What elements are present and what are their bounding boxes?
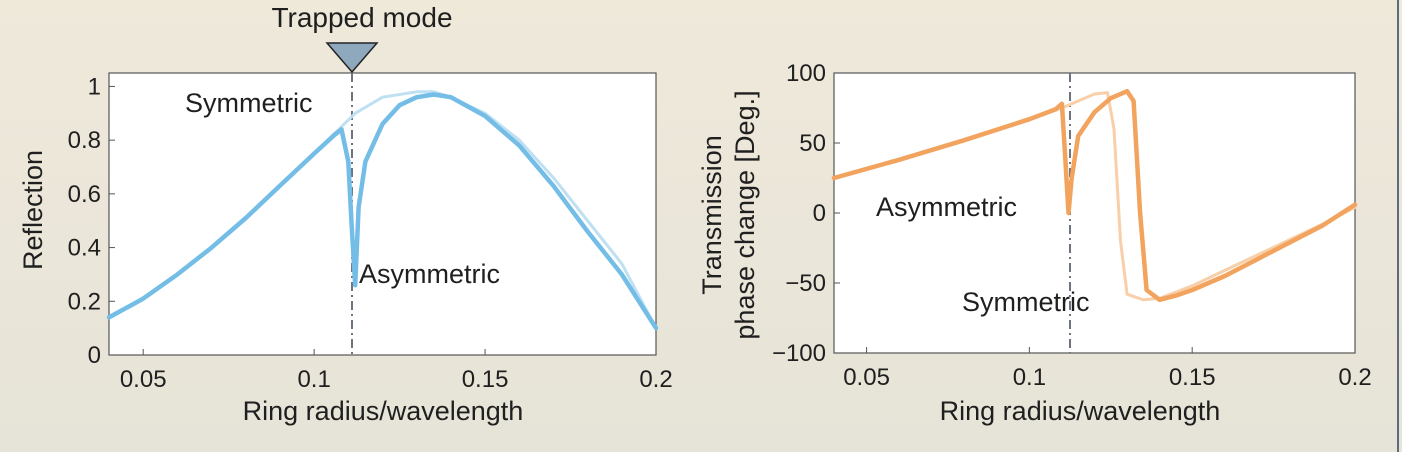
reflection-y-tick-label: 0.8 <box>68 127 101 154</box>
phase-y-tick-label: 100 <box>786 60 826 87</box>
reflection-x-axis-label: Ring radius/wavelength <box>243 396 524 426</box>
reflection-chart: 0.05 0.1 0.15 0.2 0 0.2 0.4 0.6 0.8 1 Ring radiu… <box>18 2 673 426</box>
phase-line-asymmetric <box>831 88 1358 303</box>
phase-x-tick-label: 0.2 <box>1338 364 1371 391</box>
reflection-y-ticks: 0 0.2 0.4 0.6 0.8 1 <box>68 73 115 369</box>
frame-edge <box>1397 0 1399 452</box>
reflection-y-axis-label: Reflection <box>18 150 48 270</box>
reflection-y-tick-label: 1 <box>88 73 101 100</box>
reflection-x-tick-label: 0.15 <box>462 366 509 393</box>
reflection-x-tick-label: 0.2 <box>639 366 672 393</box>
phase-plot-area <box>833 72 1356 354</box>
trapped-mode-marker <box>325 42 379 74</box>
phase-y-axis-label-line1: Transmission <box>697 135 727 295</box>
phase-y-tick-label: −50 <box>785 270 826 297</box>
phase-x-tick-label: 0.1 <box>1013 364 1046 391</box>
phase-x-ticks: 0.05 0.1 0.15 0.2 <box>843 347 1372 391</box>
reflection-annotation-asymmetric: Asymmetric <box>359 259 500 289</box>
reflection-series <box>106 90 659 331</box>
phase-series <box>831 88 1358 303</box>
phase-annotation-asymmetric: Asymmetric <box>876 192 1017 222</box>
reflection-plot-area <box>108 72 657 356</box>
reflection-annotation-symmetric: Symmetric <box>185 88 313 118</box>
reflection-x-ticks: 0.05 0.1 0.15 0.2 <box>120 349 673 393</box>
phase-x-axis-label: Ring radius/wavelength <box>940 396 1221 426</box>
reflection-y-tick-label: 0.6 <box>68 181 101 208</box>
reflection-x-tick-label: 0.1 <box>297 366 330 393</box>
reflection-y-tick-label: 0 <box>88 342 101 369</box>
reflection-y-tick-label: 0.4 <box>68 235 101 262</box>
phase-chart: 0.05 0.1 0.15 0.2 −100 −50 0 50 100 Ring radius… <box>697 60 1372 426</box>
trapped-mode-label: Trapped mode <box>271 2 452 33</box>
phase-x-tick-label: 0.15 <box>1169 364 1216 391</box>
phase-x-tick-label: 0.05 <box>843 364 890 391</box>
phase-y-tick-label: 50 <box>799 130 826 157</box>
phase-y-ticks: −100 −50 0 50 100 <box>772 60 840 367</box>
reflection-y-tick-label: 0.2 <box>68 288 101 315</box>
reflection-line-asymmetric <box>106 92 659 331</box>
phase-annotation-symmetric: Symmetric <box>962 287 1090 317</box>
reflection-x-tick-label: 0.05 <box>120 366 167 393</box>
phase-y-tick-label: −100 <box>772 340 826 367</box>
phase-y-axis-label-line2: phase change [Deg.] <box>730 90 760 339</box>
phase-y-tick-label: 0 <box>813 200 826 227</box>
